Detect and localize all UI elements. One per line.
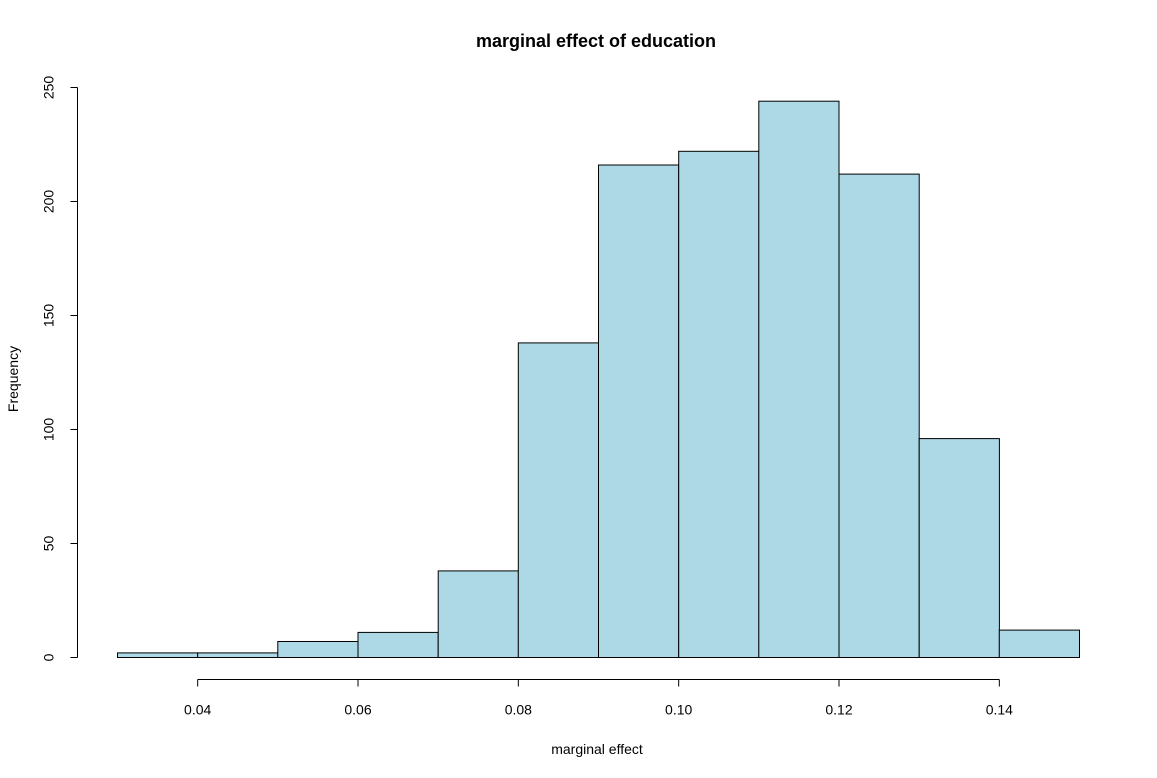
histogram-bar xyxy=(357,631,439,659)
histogram-bar xyxy=(437,570,519,659)
histogram-bar xyxy=(598,164,680,658)
x-tick-label: 0.10 xyxy=(665,702,692,718)
histogram-bar xyxy=(838,173,920,658)
histogram-bar xyxy=(197,652,279,659)
histogram-bars xyxy=(117,100,1080,659)
y-axis-label: Frequency xyxy=(5,346,21,412)
x-tick-label: 0.06 xyxy=(344,702,371,718)
x-tick-label: 0.04 xyxy=(184,702,211,718)
histogram-bar xyxy=(758,100,840,658)
y-tick-label: 150 xyxy=(41,304,57,328)
x-axis-label: marginal effect xyxy=(551,741,643,757)
y-tick-label: 250 xyxy=(41,76,57,100)
y-tick-label: 200 xyxy=(41,190,57,214)
histogram-bar xyxy=(117,652,199,659)
x-tick-label: 0.12 xyxy=(825,702,852,718)
x-tick-label: 0.08 xyxy=(505,702,532,718)
y-tick-label: 50 xyxy=(41,536,57,552)
x-tick-label: 0.14 xyxy=(986,702,1013,718)
histogram-bar xyxy=(918,438,1000,658)
histogram-bar xyxy=(998,629,1080,658)
chart-title: marginal effect of education xyxy=(476,31,716,51)
histogram-bar xyxy=(678,150,760,659)
y-axis: 0 50 100 150 200 250 xyxy=(41,76,78,661)
x-axis: 0.04 0.06 0.08 0.10 0.12 0.14 xyxy=(184,679,1013,718)
y-tick-label: 0 xyxy=(41,653,57,661)
histogram-bar xyxy=(517,342,599,658)
y-tick-label: 100 xyxy=(41,418,57,442)
histogram-bar xyxy=(277,641,359,658)
